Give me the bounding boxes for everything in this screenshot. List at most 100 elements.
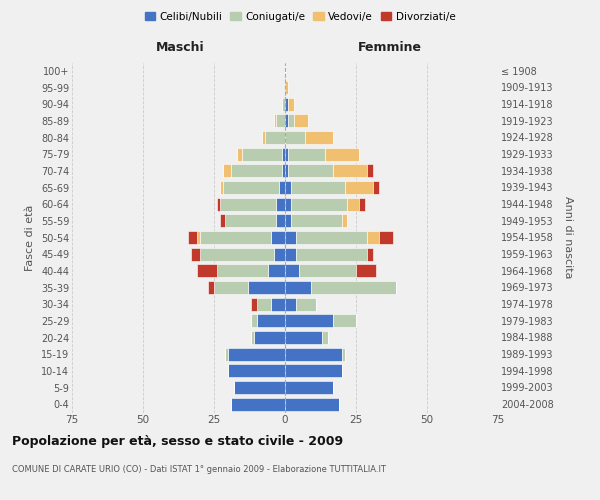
Text: Maschi: Maschi: [155, 41, 204, 54]
Bar: [285, 231, 296, 244]
Bar: [217, 198, 220, 210]
Bar: [367, 231, 379, 244]
Bar: [288, 164, 333, 177]
Bar: [257, 314, 285, 328]
Bar: [333, 314, 356, 328]
Bar: [277, 198, 285, 210]
Bar: [282, 148, 285, 160]
Bar: [305, 131, 333, 144]
Bar: [265, 131, 285, 144]
Bar: [347, 198, 359, 210]
Bar: [285, 198, 290, 210]
Bar: [322, 331, 328, 344]
Bar: [268, 264, 285, 278]
Bar: [197, 264, 217, 278]
Bar: [311, 281, 396, 294]
Bar: [285, 131, 305, 144]
Bar: [288, 98, 293, 110]
Bar: [231, 398, 285, 410]
Bar: [285, 264, 299, 278]
Bar: [290, 214, 342, 228]
Bar: [271, 231, 285, 244]
Bar: [280, 181, 285, 194]
Bar: [356, 264, 376, 278]
Bar: [290, 198, 347, 210]
Bar: [228, 348, 285, 360]
Bar: [296, 248, 367, 260]
Bar: [285, 98, 288, 110]
Bar: [226, 214, 277, 228]
Bar: [285, 248, 296, 260]
Bar: [188, 231, 197, 244]
Bar: [288, 148, 325, 160]
Bar: [234, 381, 285, 394]
Bar: [223, 164, 231, 177]
Bar: [285, 314, 333, 328]
Bar: [262, 131, 265, 144]
Y-axis label: Fasce di età: Fasce di età: [25, 204, 35, 270]
Bar: [342, 214, 347, 228]
Bar: [220, 181, 223, 194]
Bar: [200, 231, 271, 244]
Bar: [293, 114, 308, 128]
Bar: [274, 248, 285, 260]
Bar: [344, 181, 373, 194]
Bar: [342, 348, 344, 360]
Bar: [274, 114, 277, 128]
Text: COMUNE DI CARATE URIO (CO) - Dati ISTAT 1° gennaio 2009 - Elaborazione TUTTITALI: COMUNE DI CARATE URIO (CO) - Dati ISTAT …: [12, 465, 386, 474]
Bar: [296, 231, 367, 244]
Bar: [359, 198, 365, 210]
Bar: [282, 98, 285, 110]
Bar: [220, 198, 277, 210]
Bar: [373, 181, 379, 194]
Legend: Celibi/Nubili, Coniugati/e, Vedovi/e, Divorziati/e: Celibi/Nubili, Coniugati/e, Vedovi/e, Di…: [140, 8, 460, 26]
Bar: [296, 298, 316, 310]
Bar: [217, 264, 268, 278]
Bar: [285, 164, 288, 177]
Bar: [325, 148, 359, 160]
Bar: [242, 148, 282, 160]
Bar: [285, 281, 311, 294]
Bar: [197, 231, 200, 244]
Bar: [379, 231, 393, 244]
Bar: [191, 248, 200, 260]
Bar: [226, 348, 228, 360]
Bar: [251, 314, 257, 328]
Bar: [285, 331, 322, 344]
Bar: [285, 298, 296, 310]
Bar: [333, 164, 367, 177]
Bar: [231, 164, 282, 177]
Bar: [251, 298, 257, 310]
Bar: [299, 264, 356, 278]
Y-axis label: Anni di nascita: Anni di nascita: [563, 196, 573, 278]
Bar: [285, 364, 342, 378]
Bar: [271, 298, 285, 310]
Bar: [285, 181, 290, 194]
Bar: [285, 148, 288, 160]
Bar: [223, 181, 280, 194]
Bar: [285, 81, 288, 94]
Bar: [282, 164, 285, 177]
Bar: [228, 364, 285, 378]
Bar: [257, 298, 271, 310]
Bar: [208, 281, 214, 294]
Bar: [277, 214, 285, 228]
Bar: [220, 214, 226, 228]
Bar: [288, 114, 293, 128]
Bar: [367, 164, 373, 177]
Bar: [277, 114, 285, 128]
Bar: [254, 331, 285, 344]
Bar: [285, 398, 339, 410]
Bar: [251, 331, 254, 344]
Bar: [285, 381, 333, 394]
Bar: [290, 181, 344, 194]
Bar: [367, 248, 373, 260]
Bar: [285, 214, 290, 228]
Bar: [248, 281, 285, 294]
Bar: [285, 114, 288, 128]
Bar: [237, 148, 242, 160]
Text: Femmine: Femmine: [358, 41, 422, 54]
Bar: [285, 348, 342, 360]
Bar: [200, 248, 274, 260]
Text: Popolazione per età, sesso e stato civile - 2009: Popolazione per età, sesso e stato civil…: [12, 435, 343, 448]
